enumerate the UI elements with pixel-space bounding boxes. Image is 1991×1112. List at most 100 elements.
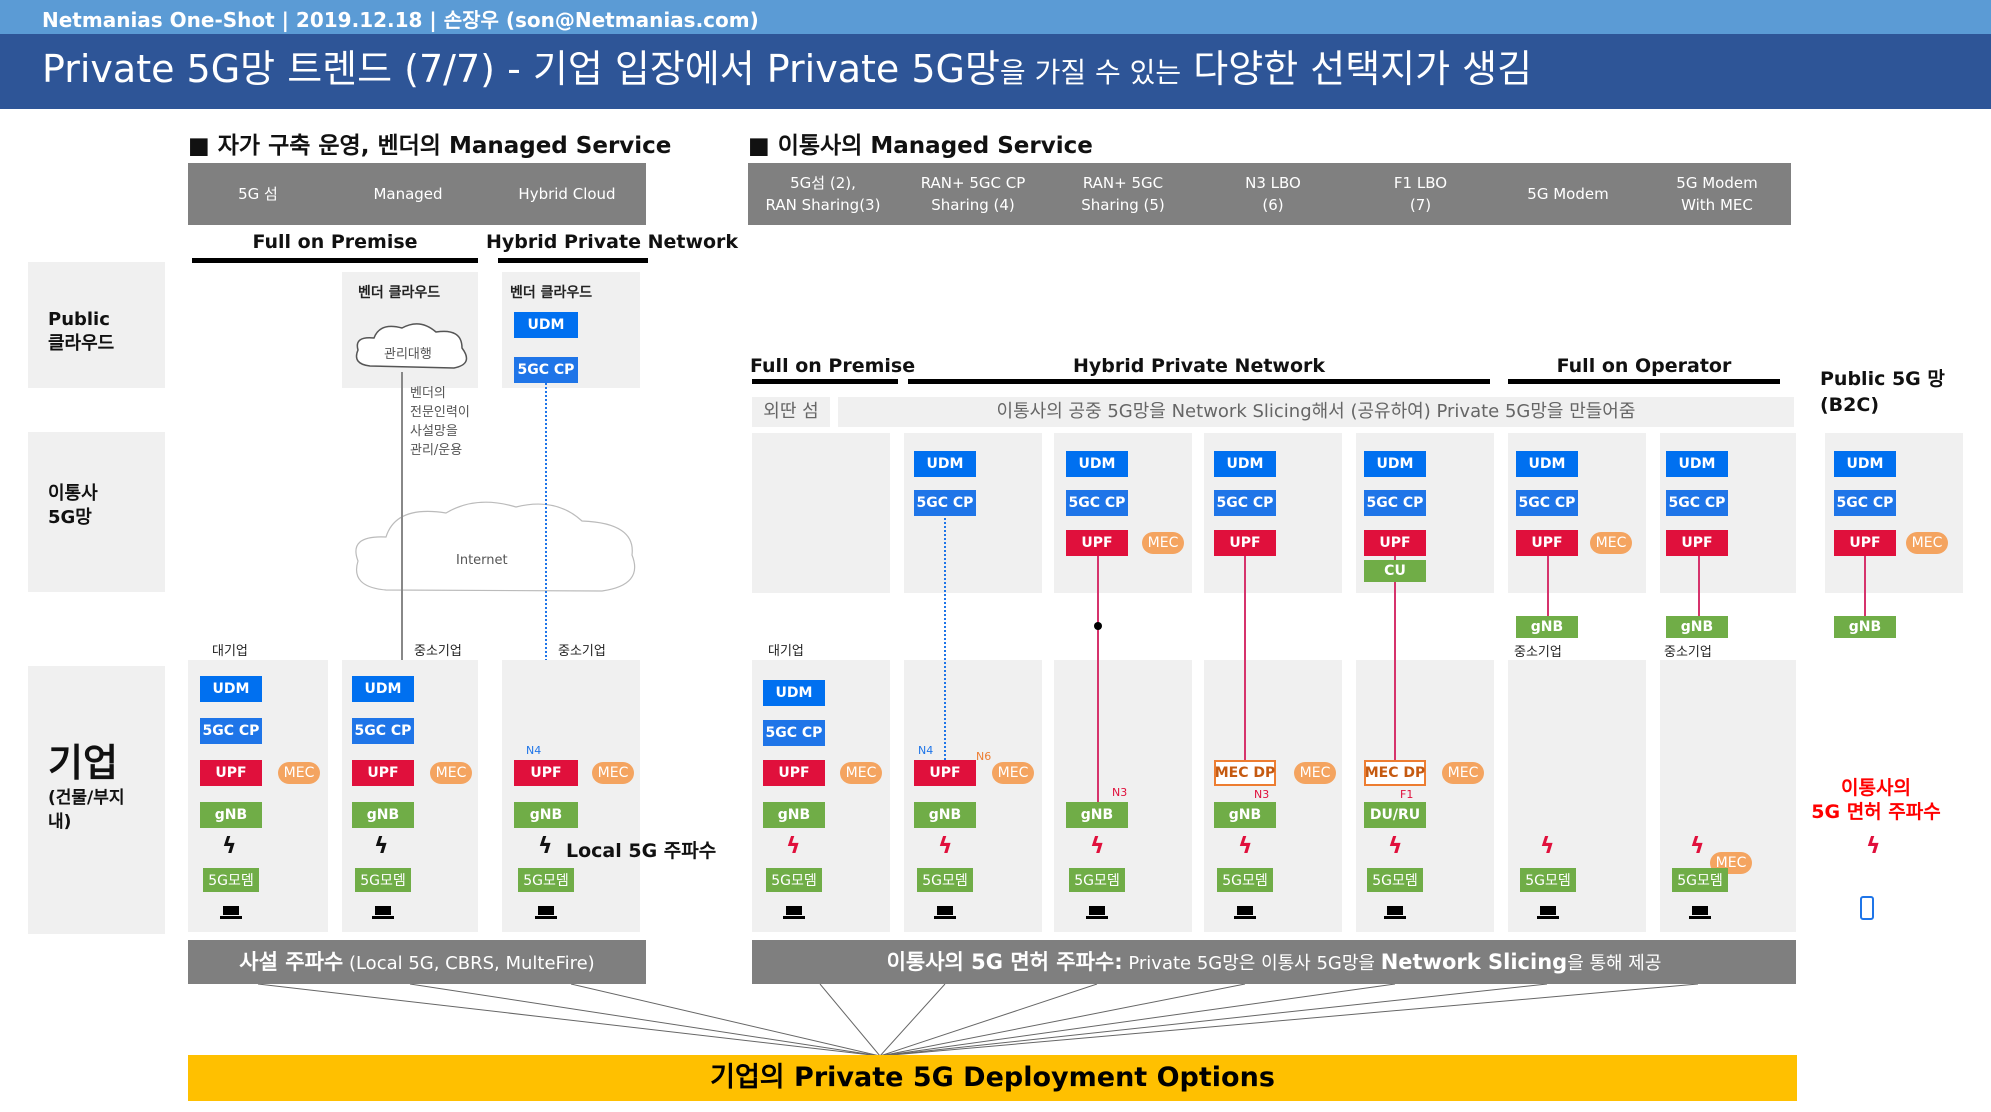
managed-agent-label: 관리대행 — [384, 347, 432, 362]
udm-box: UDM — [763, 680, 825, 706]
upf-box: UPF — [1666, 530, 1728, 556]
vendor-cloud-label-hybrid: 벤더 클라우드 — [510, 285, 593, 301]
row-public-cloud: Public 클라우드 — [28, 262, 165, 388]
5g-modem-box: 5G모뎀 — [1069, 868, 1125, 892]
f1-link-line — [1394, 534, 1396, 762]
device-icon — [220, 906, 242, 919]
group-hybrid-left: Hybrid Private Network — [486, 231, 739, 253]
gnb-box: gNB — [200, 802, 262, 828]
upf-box: UPF — [1834, 530, 1896, 556]
upf-box: UPF — [200, 760, 262, 786]
5g-modem-box: 5G모뎀 — [203, 868, 259, 892]
title-small: 을 가질 수 있는 — [999, 56, 1182, 89]
internet-label: Internet — [456, 553, 508, 568]
n3-link-line — [1097, 534, 1099, 804]
upf-box: UPF — [1214, 530, 1276, 556]
5gc-cp-box: 5GC CP — [763, 720, 825, 746]
radio-bolt-icon: ϟ — [1238, 834, 1253, 859]
5g-modem-box: 5G모뎀 — [1217, 868, 1273, 892]
page-title: Private 5G망 트렌드 (7/7) - 기업 입장에서 Private … — [0, 34, 1991, 109]
mec-badge: MEC — [1906, 532, 1948, 554]
5g-modem-box: 5G모뎀 — [1672, 868, 1728, 892]
5g-modem-box: 5G모뎀 — [917, 868, 973, 892]
n6-label: N6 — [976, 750, 992, 763]
managed-link-line — [401, 372, 403, 672]
group-line — [498, 258, 648, 263]
smartphone-icon — [1860, 896, 1874, 920]
upf-box: UPF — [1066, 530, 1128, 556]
private-spectrum-title: 사설 주파수 — [239, 950, 344, 974]
group-public-5g: Public 5G 망 (B2C) — [1820, 368, 1945, 416]
local-5g-label: Local 5G 주파수 — [566, 840, 717, 862]
sme-label: 중소기업 — [558, 644, 606, 659]
device-icon — [1234, 906, 1256, 919]
gnb-box: gNB — [352, 802, 414, 828]
mec-badge: MEC — [992, 762, 1034, 784]
5gc-cp-box: 5GC CP — [200, 718, 262, 744]
mec-badge: MEC — [1142, 532, 1184, 554]
upf-box: UPF — [914, 760, 976, 786]
operator-panel-1 — [752, 433, 890, 593]
managed-cloud-icon — [355, 323, 468, 369]
section-left-title: ■ 자가 구축 운영, 벤더의 Managed Service — [188, 133, 672, 159]
right-options-bar: 5G섬 (2), RAN Sharing(3) RAN+ 5GC CP Shar… — [748, 163, 1791, 225]
5gc-cp-box: 5GC CP — [1516, 490, 1578, 516]
internet-cloud-icon — [355, 501, 636, 592]
udm-box: UDM — [1214, 451, 1276, 477]
group-line — [752, 379, 898, 384]
5gc-cp-box: 5GC CP — [514, 357, 578, 383]
group-full-on-premise-right: Full on Premise — [750, 355, 916, 377]
upf-box: UPF — [1516, 530, 1578, 556]
mec-badge: MEC — [1294, 762, 1336, 784]
large-enterprise-label: 대기업 — [768, 644, 804, 659]
licensed-detail-tail: 을 통해 제공 — [1567, 953, 1662, 974]
link-dot — [1094, 622, 1102, 630]
5gc-cp-box: 5GC CP — [1214, 490, 1276, 516]
5gc-cp-box: 5GC CP — [352, 718, 414, 744]
group-line — [908, 379, 1490, 384]
large-enterprise-label: 대기업 — [212, 644, 248, 659]
licensed-spectrum-bar: 이통사의 5G 면허 주파수: Private 5G망은 이통사 5G망을 Ne… — [752, 940, 1796, 984]
row-enterprise: 기업 (건물/부지내) — [28, 666, 165, 934]
5g-modem-box: 5G모뎀 — [766, 868, 822, 892]
5g-modem-box: 5G모뎀 — [1367, 868, 1423, 892]
device-icon — [1384, 906, 1406, 919]
radio-bolt-icon: ϟ — [1866, 834, 1881, 859]
n3-label: N3 — [1254, 788, 1270, 801]
radio-bolt-icon: ϟ — [786, 834, 801, 859]
option-5g-modem: 5G Modem — [1527, 185, 1609, 203]
gnb-box: gNB — [914, 802, 976, 828]
row-enterprise-title: 기업 — [48, 741, 118, 785]
udm-box: UDM — [914, 451, 976, 477]
device-icon — [783, 906, 805, 919]
vendor-note: 벤더의 전문인력이 사설망을 관리/운용 — [410, 386, 470, 458]
title-tail: 다양한 선택지가 생김 — [1193, 47, 1533, 91]
link-line — [1698, 534, 1700, 626]
mec-dp-box: MEC DP — [1214, 760, 1276, 786]
upf-box: UPF — [352, 760, 414, 786]
udm-box: UDM — [1666, 451, 1728, 477]
row-enterprise-sub: (건물/부지내) — [48, 788, 125, 832]
option-6: N3 LBO (6) — [1245, 174, 1301, 214]
licensed-title: 이통사의 5G 면허 주파수: — [886, 950, 1123, 974]
radio-bolt-icon: ϟ — [1540, 834, 1555, 859]
gnb-box: gNB — [1834, 616, 1896, 638]
n4-label: N4 — [526, 744, 542, 757]
radio-bolt-icon: ϟ — [1090, 834, 1105, 859]
5gc-cp-box: 5GC CP — [1066, 490, 1128, 516]
upf-box: UPF — [514, 760, 578, 786]
upf-box: UPF — [1364, 530, 1426, 556]
du-ru-box: DU/RU — [1364, 802, 1426, 828]
sme-label: 중소기업 — [414, 644, 462, 659]
private-spectrum-bar: 사설 주파수 (Local 5G, CBRS, MulteFire) — [188, 940, 646, 984]
link-line — [1547, 534, 1549, 626]
5gc-cp-box: 5GC CP — [1666, 490, 1728, 516]
n4-link-line — [944, 510, 946, 764]
licensed-detail: Private 5G망은 이통사 5G망을 — [1122, 953, 1381, 974]
vendor-cloud-label: 벤더 클라우드 — [358, 285, 441, 301]
option-5g-modem-mec: 5G Modem With MEC — [1676, 174, 1758, 214]
gnb-box: gNB — [1666, 616, 1728, 638]
device-icon — [535, 906, 557, 919]
5g-modem-box: 5G모뎀 — [1520, 868, 1576, 892]
option-2-3: 5G섬 (2), RAN Sharing(3) — [765, 174, 881, 214]
